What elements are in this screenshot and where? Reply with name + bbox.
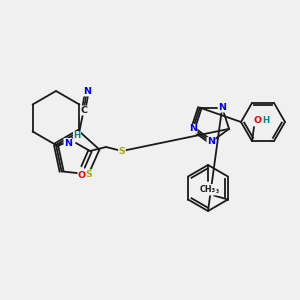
Text: O: O: [254, 116, 262, 124]
Text: S: S: [118, 146, 125, 155]
Text: N: N: [64, 139, 72, 148]
Text: N: N: [189, 124, 197, 134]
Text: O: O: [78, 170, 86, 179]
Text: H: H: [262, 116, 270, 124]
Text: S: S: [85, 170, 92, 179]
Text: CH₃: CH₃: [200, 184, 216, 194]
Text: C: C: [80, 106, 87, 115]
Text: N: N: [207, 137, 215, 146]
Text: N: N: [83, 87, 92, 96]
Text: H: H: [74, 131, 81, 140]
Text: CH₃: CH₃: [204, 186, 220, 195]
Text: N: N: [218, 103, 226, 112]
